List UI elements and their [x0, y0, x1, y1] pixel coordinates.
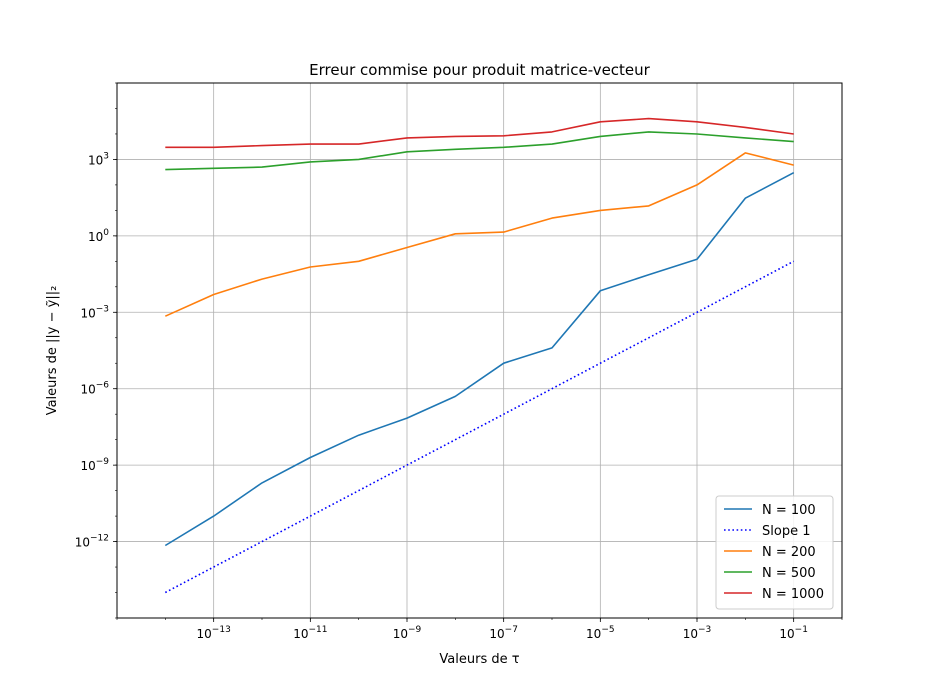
series-line-n-1000 — [165, 117, 794, 149]
series-line-slope-1 — [164, 260, 795, 594]
y-tick-label: 100 — [88, 228, 109, 244]
legend-entry-label: N = 500 — [762, 566, 816, 581]
y-tick-label: 10−3 — [80, 304, 109, 320]
x-tick-label: 10−11 — [293, 625, 327, 641]
y-tick-label: 10−6 — [80, 381, 109, 397]
grid-lines — [117, 83, 842, 618]
series-line-n-500 — [165, 131, 794, 171]
plot-lines — [164, 117, 795, 594]
legend-entry-label: Slope 1 — [762, 524, 810, 539]
axis-ticks: 10−13 10−11 10−9 10−7 10−5 10−3 10−1 10−12 10−9 1… — [75, 82, 843, 641]
legend: N = 100 Slope 1 N = 200 N = 500 N = 1000 — [715, 495, 834, 610]
x-tick-label: 10−1 — [779, 625, 808, 641]
x-tick-label: 10−5 — [586, 625, 615, 641]
y-axis-label: Valeurs de ||y − ỹ||₂ — [45, 286, 60, 416]
chart-title: Erreur commise pour produit matrice-vect… — [309, 61, 651, 79]
x-tick-label: 10−7 — [489, 625, 518, 641]
x-tick-label: 10−13 — [197, 625, 231, 641]
y-tick-label: 10−9 — [80, 457, 109, 473]
legend-entry-label: N = 200 — [762, 545, 816, 560]
legend-entry-label: N = 1000 — [762, 587, 824, 602]
legend-box — [715, 495, 834, 610]
legend-entry-label: N = 100 — [762, 503, 816, 518]
series-line-n-200 — [164, 152, 794, 317]
x-tick-label: 10−3 — [683, 625, 712, 641]
y-tick-label: 10−12 — [75, 534, 109, 550]
plot-area-frame — [116, 82, 843, 619]
series-line-n-100 — [164, 171, 795, 547]
y-tick-label: 103 — [88, 151, 109, 167]
x-tick-label: 10−9 — [393, 625, 422, 641]
x-axis-label: Valeurs de τ — [439, 652, 519, 667]
